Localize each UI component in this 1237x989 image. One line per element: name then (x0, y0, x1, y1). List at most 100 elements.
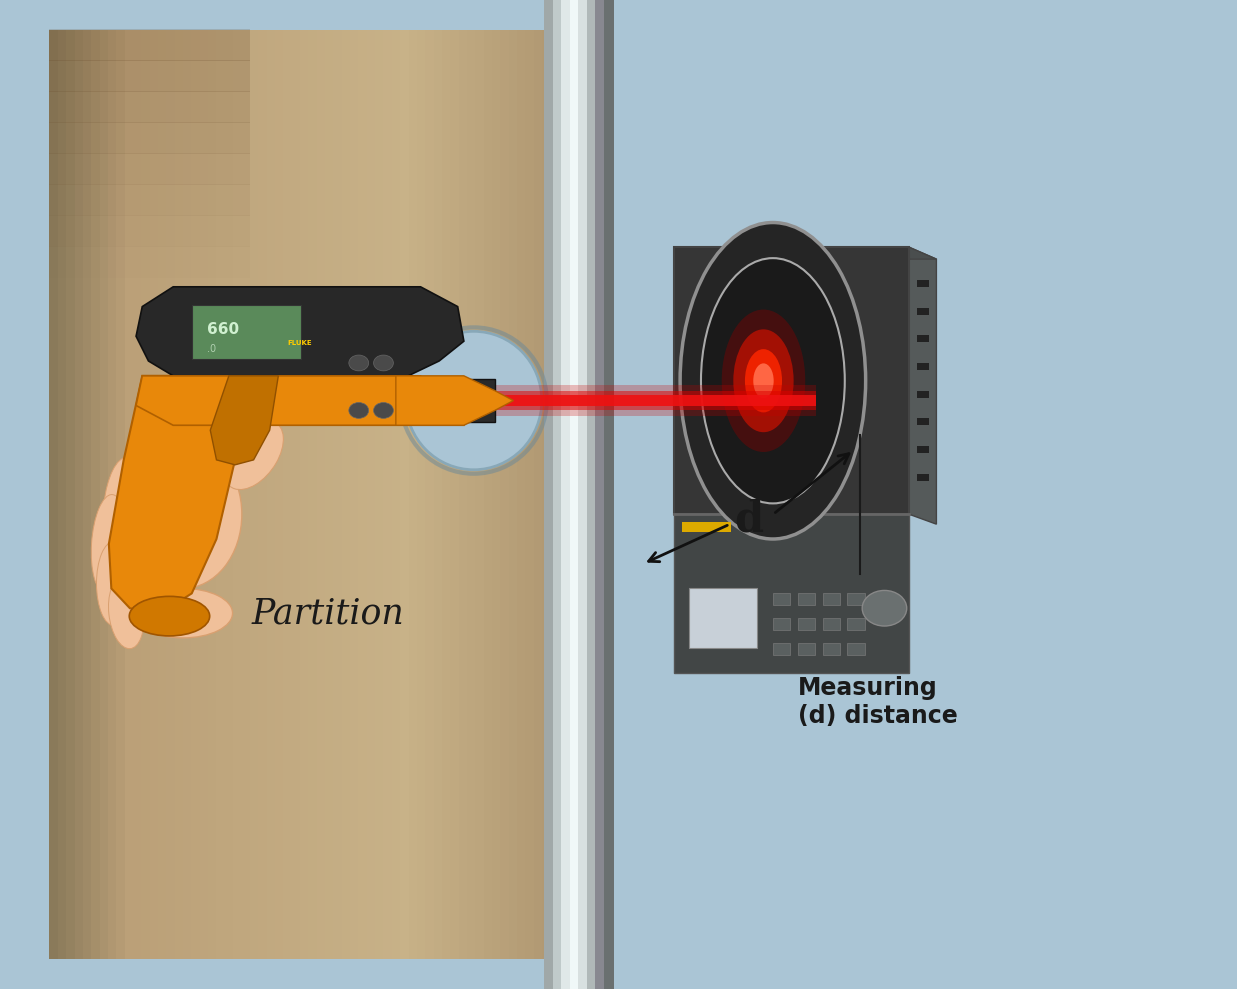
Bar (49, 524, 250, 557)
Bar (116, 30, 126, 959)
Bar (92, 30, 101, 959)
Bar (241, 30, 251, 959)
Bar (49, 215, 250, 246)
Ellipse shape (680, 223, 866, 539)
Bar (823, 593, 840, 605)
Bar (847, 643, 865, 655)
Bar (250, 30, 260, 959)
Bar (917, 280, 929, 287)
Bar (49, 245, 250, 278)
Bar (492, 30, 502, 959)
Bar (49, 803, 250, 836)
Bar (49, 277, 250, 309)
Text: 660: 660 (207, 321, 239, 337)
Bar (317, 30, 327, 959)
Bar (375, 30, 385, 959)
Bar (553, 0, 563, 989)
Bar (150, 30, 160, 959)
Bar (674, 514, 909, 673)
Polygon shape (136, 287, 464, 376)
Bar (578, 0, 588, 989)
Circle shape (374, 355, 393, 371)
Bar (383, 391, 816, 410)
Ellipse shape (92, 494, 126, 593)
Ellipse shape (721, 310, 805, 452)
Ellipse shape (134, 588, 233, 638)
Bar (450, 30, 460, 959)
Bar (570, 0, 579, 989)
Bar (823, 643, 840, 655)
Bar (383, 385, 816, 416)
Bar (49, 91, 250, 123)
Text: d: d (734, 498, 763, 540)
Bar (49, 59, 250, 92)
Bar (798, 618, 815, 630)
Bar (83, 30, 93, 959)
Bar (208, 30, 218, 959)
Polygon shape (210, 376, 278, 465)
Bar (216, 30, 226, 959)
Bar (67, 30, 75, 959)
Bar (49, 494, 250, 525)
Bar (468, 30, 476, 959)
Polygon shape (909, 247, 936, 524)
Ellipse shape (701, 258, 845, 503)
Bar (341, 30, 351, 959)
Text: Partition: Partition (251, 596, 404, 630)
Bar (49, 431, 250, 464)
Bar (108, 30, 118, 959)
Bar (798, 593, 815, 605)
Bar (49, 463, 250, 494)
Bar (823, 618, 840, 630)
Bar (408, 30, 418, 959)
Bar (49, 30, 59, 959)
Bar (259, 30, 267, 959)
Bar (49, 835, 250, 866)
Bar (49, 184, 250, 216)
Bar (183, 30, 193, 959)
Bar (433, 30, 443, 959)
Bar (292, 30, 301, 959)
Bar (773, 643, 790, 655)
Bar (595, 0, 605, 989)
Bar (100, 30, 109, 959)
Bar (49, 122, 250, 153)
Bar (674, 247, 909, 514)
Ellipse shape (224, 420, 283, 490)
Bar (917, 363, 929, 370)
Bar (917, 446, 929, 453)
Polygon shape (396, 376, 513, 425)
Ellipse shape (734, 329, 794, 432)
Bar (125, 30, 135, 959)
Bar (917, 418, 929, 425)
Bar (383, 30, 393, 959)
Bar (49, 370, 250, 402)
Circle shape (349, 355, 369, 371)
Bar (49, 649, 250, 680)
Bar (275, 30, 285, 959)
Ellipse shape (124, 440, 241, 588)
Bar (426, 30, 435, 959)
Polygon shape (674, 247, 936, 259)
Bar (134, 30, 142, 959)
Circle shape (374, 403, 393, 418)
Bar (917, 308, 929, 315)
Bar (49, 556, 250, 587)
Ellipse shape (745, 349, 782, 412)
Polygon shape (136, 376, 464, 425)
Bar (199, 30, 209, 959)
Bar (392, 30, 401, 959)
Bar (604, 0, 614, 989)
Bar (484, 30, 494, 959)
Bar (500, 30, 510, 959)
Bar (682, 522, 731, 532)
Ellipse shape (129, 596, 210, 636)
Bar (526, 30, 534, 959)
Bar (847, 618, 865, 630)
Bar (74, 30, 84, 959)
Bar (166, 30, 176, 959)
Bar (192, 305, 301, 359)
Bar (459, 30, 468, 959)
Bar (366, 30, 376, 959)
Bar (49, 710, 250, 743)
